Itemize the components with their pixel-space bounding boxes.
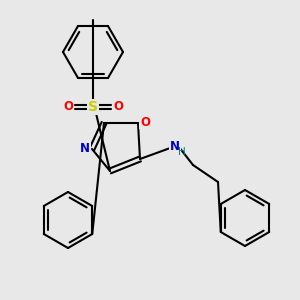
Text: O: O	[113, 100, 123, 113]
Text: N: N	[80, 142, 90, 155]
Text: O: O	[140, 116, 150, 128]
Text: S: S	[88, 100, 98, 114]
Text: O: O	[63, 100, 73, 113]
Text: N: N	[170, 140, 180, 152]
Text: H: H	[178, 147, 186, 157]
